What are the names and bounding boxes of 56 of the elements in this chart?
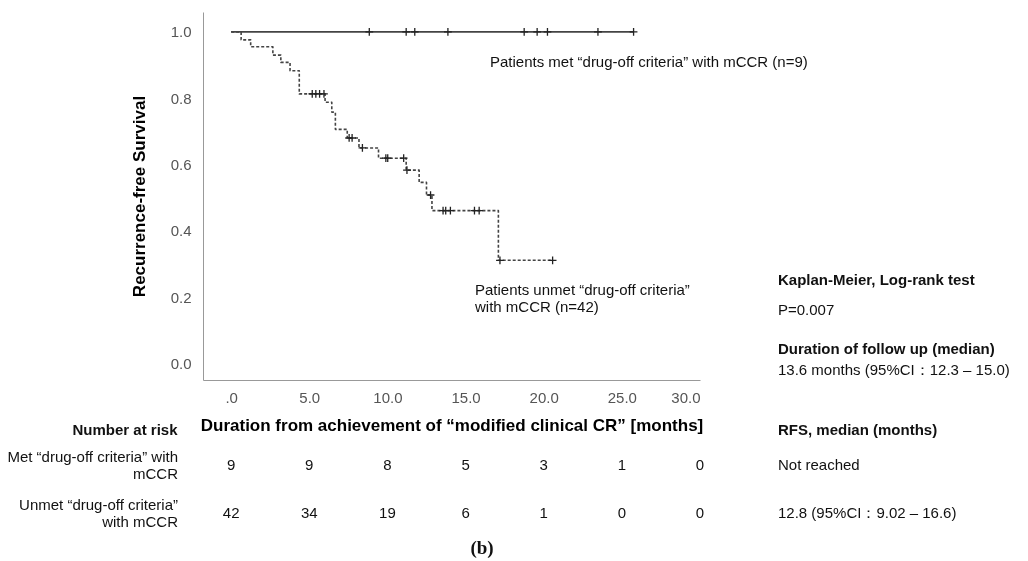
text: 0: [617, 504, 627, 521]
point: [402, 165, 412, 175]
text: 42: [222, 504, 240, 521]
x-tick-label: 10.0: [373, 388, 403, 406]
point: [593, 27, 603, 37]
text: 34: [300, 504, 318, 521]
text: 9: [226, 456, 236, 473]
text: 8: [383, 456, 392, 473]
point: [401, 27, 411, 37]
series-label: Patients met “drug-off criteria” with mCCR (n=9): [490, 53, 808, 70]
text: Number at risk: [72, 421, 179, 438]
y-tick-label: 0.6: [170, 156, 192, 173]
point: [495, 255, 505, 265]
text: P=0.007: [778, 301, 835, 318]
text: 1: [539, 504, 548, 521]
text: RFS, median (months): [778, 421, 938, 438]
text: Kaplan-Meier, Log-rank test: [778, 271, 975, 288]
y-tick-label: 0.2: [170, 288, 192, 306]
point: [319, 89, 329, 99]
text: 13.6 months (95%CI：12.3 – 15.0): [778, 361, 1010, 378]
text: Unmet “drug-off criteria” with mCCR: [19, 495, 179, 530]
text: Met “drug-off criteria” with mCCR: [7, 447, 179, 482]
point: [443, 27, 453, 37]
y-tick-label: 0.0: [170, 354, 192, 372]
y-tick-label: 0.4: [170, 222, 192, 240]
x-tick-label: 30.0: [671, 388, 701, 406]
point: [364, 27, 374, 37]
text: 12.8 (95%CI：9.02 – 16.6): [778, 504, 957, 521]
x-tick-label: .0: [225, 388, 238, 406]
text: 5: [461, 456, 470, 473]
text: 0: [695, 456, 705, 473]
y-axis-title: Recurrence-free Survival: [129, 95, 149, 298]
point: [426, 190, 436, 200]
x-tick-label: 5.0: [299, 388, 321, 406]
text: (b): [470, 537, 494, 559]
text: Not reached: [778, 456, 860, 473]
text: 3: [539, 456, 548, 473]
text: 6: [461, 504, 470, 521]
point: [629, 27, 639, 37]
point: [532, 27, 542, 37]
x-axis-title: Duration from achievement of “modified clinical CR” [months]: [200, 415, 704, 435]
x-tick-label: 15.0: [451, 388, 481, 406]
x-tick-label: 20.0: [529, 388, 559, 406]
y-tick-label: 0.8: [170, 89, 192, 107]
x-tick-label: 25.0: [607, 388, 637, 406]
text: 0: [695, 504, 705, 521]
text: Duration of follow up (median): [778, 340, 995, 357]
text: Patients unmet “drug-off criteria” with mCCR (n=42): [474, 281, 690, 315]
text: 19: [379, 504, 396, 521]
text: 1: [617, 456, 627, 473]
point: [357, 143, 367, 153]
point: [519, 27, 529, 37]
point: [542, 27, 552, 37]
point: [410, 27, 420, 37]
text: 9: [305, 456, 314, 473]
y-tick-label: 1.0: [170, 23, 192, 41]
